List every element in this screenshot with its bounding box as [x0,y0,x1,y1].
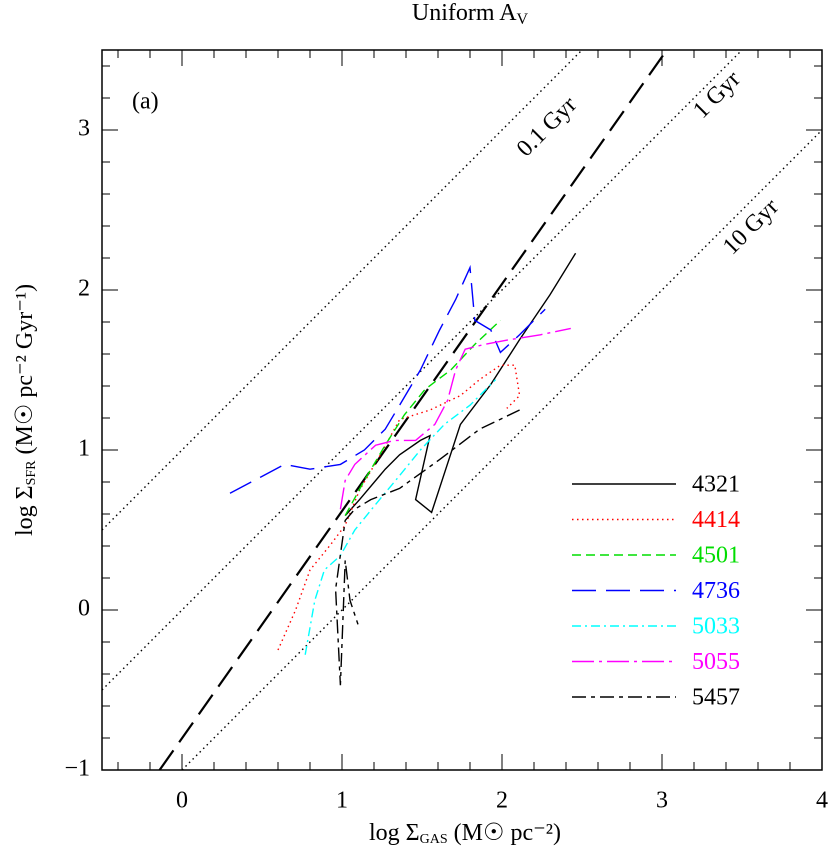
series-line [339,327,571,510]
legend-label: 5033 [692,614,740,640]
y-tick-label: −1 [64,756,90,782]
reference-line [181,129,822,770]
y-tick-label: 3 [78,116,90,142]
x-axis-label: log ΣGAS (M☉ pc⁻²) [369,820,561,848]
chart-title: Uniform AV [412,0,529,28]
reference-line [102,50,743,691]
legend-label: 4414 [692,507,740,533]
series-line [344,319,501,516]
series-line [304,379,497,655]
x-tick-label: 0 [176,788,188,814]
series-line [277,364,521,651]
legend-label: 4321 [692,472,740,498]
legend-label: 4736 [692,578,740,604]
y-tick-label: 2 [78,276,90,302]
legend-label: 4501 [692,543,740,569]
plot-area [102,50,822,770]
legend-label: 5055 [692,649,740,675]
x-tick-label: 4 [816,788,828,814]
legend-label: 5457 [692,685,740,711]
x-tick-label: 2 [496,788,508,814]
plot-frame [101,49,823,771]
series-line [229,264,546,494]
reference-line [158,50,668,770]
y-axis-label: log ΣSFR (M☉ pc⁻² Gyr⁻¹) [12,284,40,536]
series-line [344,252,577,517]
reference-line [102,50,583,531]
x-tick-label: 1 [336,788,348,814]
x-tick-label: 3 [656,788,668,814]
reference-label: 0.1 Gyr [512,92,582,162]
series-line [334,409,520,686]
y-tick-label: 1 [78,436,90,462]
y-tick-label: 0 [78,596,90,622]
reference-label: 10 Gyr [718,194,784,260]
panel-label: (a) [132,89,159,115]
